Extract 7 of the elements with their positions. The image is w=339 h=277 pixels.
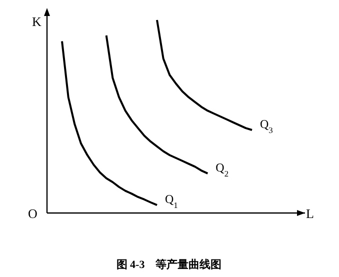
text: O <box>28 206 38 221</box>
series-label: Q$_{1}$ <box>165 192 178 210</box>
series-label: Q$_{3}$ <box>260 117 273 135</box>
x-axis-title: L <box>306 206 314 221</box>
series-label: Q$_{2}$ <box>216 160 229 178</box>
y-axis-title: K <box>32 14 42 29</box>
text: 图 4-3 等产量曲线图 <box>116 258 222 271</box>
